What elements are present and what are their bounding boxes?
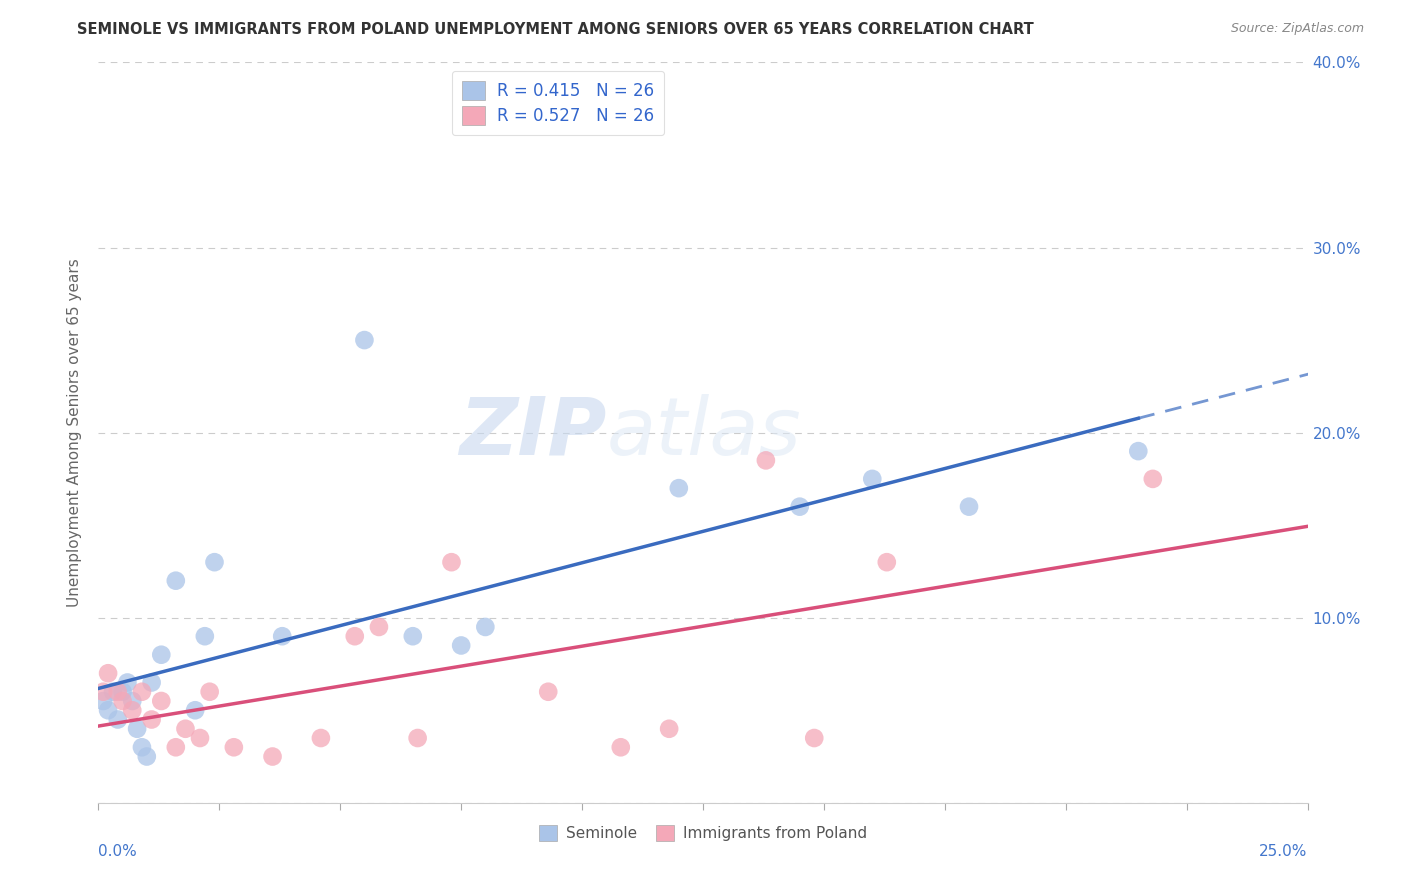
Point <box>474 620 496 634</box>
Point <box>658 722 681 736</box>
Point <box>450 639 472 653</box>
Point <box>610 740 633 755</box>
Point <box>353 333 375 347</box>
Point <box>121 703 143 717</box>
Point <box>262 749 284 764</box>
Point <box>127 722 149 736</box>
Point <box>107 713 129 727</box>
Text: 25.0%: 25.0% <box>1260 844 1308 858</box>
Point <box>165 740 187 755</box>
Point <box>174 722 197 736</box>
Point <box>876 555 898 569</box>
Point <box>402 629 425 643</box>
Text: Source: ZipAtlas.com: Source: ZipAtlas.com <box>1230 22 1364 36</box>
Point <box>121 694 143 708</box>
Point <box>222 740 245 755</box>
Point <box>141 675 163 690</box>
Point <box>755 453 778 467</box>
Text: 0.0%: 0.0% <box>98 844 138 858</box>
Point <box>141 713 163 727</box>
Point <box>111 694 134 708</box>
Point <box>91 685 114 699</box>
Text: atlas: atlas <box>606 393 801 472</box>
Point <box>1128 444 1150 458</box>
Point <box>188 731 211 745</box>
Point <box>957 500 980 514</box>
Point <box>107 685 129 699</box>
Point <box>117 675 139 690</box>
Text: ZIP: ZIP <box>458 393 606 472</box>
Point <box>135 749 157 764</box>
Point <box>271 629 294 643</box>
Point <box>150 648 173 662</box>
Point <box>860 472 883 486</box>
Point <box>309 731 332 745</box>
Point <box>101 685 124 699</box>
Text: SEMINOLE VS IMMIGRANTS FROM POLAND UNEMPLOYMENT AMONG SENIORS OVER 65 YEARS CORR: SEMINOLE VS IMMIGRANTS FROM POLAND UNEMP… <box>77 22 1033 37</box>
Point <box>789 500 811 514</box>
Point <box>97 666 120 681</box>
Point <box>194 629 217 643</box>
Point <box>803 731 825 745</box>
Point <box>131 740 153 755</box>
Point <box>198 685 221 699</box>
Point <box>668 481 690 495</box>
Point <box>97 703 120 717</box>
Y-axis label: Unemployment Among Seniors over 65 years: Unemployment Among Seniors over 65 years <box>67 259 83 607</box>
Point <box>111 685 134 699</box>
Point <box>91 694 114 708</box>
Point <box>440 555 463 569</box>
Point <box>537 685 560 699</box>
Point <box>150 694 173 708</box>
Point <box>165 574 187 588</box>
Point <box>343 629 366 643</box>
Point <box>131 685 153 699</box>
Point <box>204 555 226 569</box>
Point <box>1142 472 1164 486</box>
Point <box>368 620 391 634</box>
Point <box>184 703 207 717</box>
Legend: Seminole, Immigrants from Poland: Seminole, Immigrants from Poland <box>533 819 873 847</box>
Point <box>406 731 429 745</box>
